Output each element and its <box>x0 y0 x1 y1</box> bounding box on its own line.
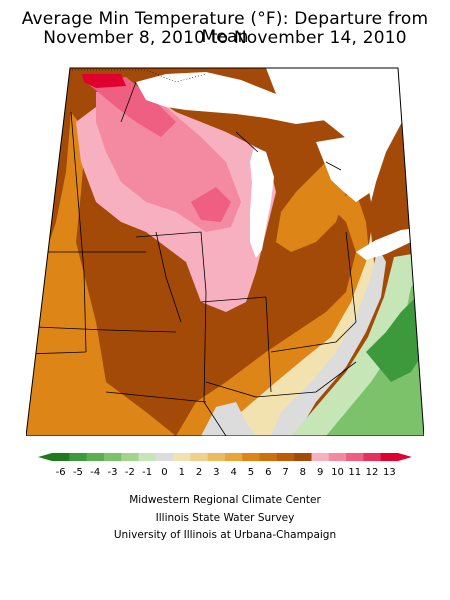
legend-label: -2 <box>125 467 135 478</box>
legend-swatch <box>121 453 139 461</box>
legend-swatch <box>276 453 295 461</box>
legend-swatch <box>69 453 87 461</box>
temperature-departure-map <box>26 67 424 436</box>
legend-label: -3 <box>108 467 118 478</box>
legend-swatch <box>259 453 278 461</box>
credit-line2: Illinois State Water Survey <box>155 512 295 524</box>
region-orange-west <box>26 112 176 436</box>
legend-label: 0 <box>161 467 167 478</box>
legend-label: 4 <box>230 467 236 478</box>
legend-swatch <box>328 453 347 461</box>
legend-swatch <box>155 453 174 461</box>
legend-swatch <box>363 453 382 461</box>
legend-swatch <box>86 453 105 461</box>
legend-swatch <box>52 453 70 461</box>
legend-swatch <box>138 453 157 461</box>
legend-swatch <box>207 453 226 461</box>
legend-swatch <box>190 453 209 461</box>
lake-michigan <box>250 147 274 258</box>
legend-arrow-left <box>38 453 52 461</box>
legend-label: 2 <box>196 467 202 478</box>
legend-label: -4 <box>90 467 100 478</box>
lake-erie <box>356 228 416 260</box>
map-title-line2: November 8, 2010 to November 14, 2010 <box>43 28 407 48</box>
map-title-line1: Average Min Temperature (°F): Departure … <box>21 9 429 47</box>
credit-line1: Midwestern Regional Climate Center <box>129 494 321 506</box>
legend-swatch <box>380 453 399 461</box>
legend-label: 3 <box>213 467 219 478</box>
map-frame <box>26 67 424 436</box>
legend-label: -1 <box>142 467 152 478</box>
credit-line3: University of Illinois at Urbana-Champai… <box>113 529 337 541</box>
region-hot-red <box>82 74 126 88</box>
legend-swatch <box>103 453 122 461</box>
color-legend: -6 -5 -4 -3 -2 -1 0 1 2 3 4 5 6 7 8 9 10 11 12 13 <box>38 453 412 478</box>
legend-label: 1 <box>179 467 185 478</box>
legend-label: 8 <box>300 467 306 478</box>
lake-superior <box>136 72 326 124</box>
legend-label: 11 <box>348 467 361 478</box>
legend-label: 6 <box>265 467 271 478</box>
canada-border <box>66 69 207 83</box>
legend-swatch <box>346 453 364 461</box>
legend-label: 12 <box>366 467 379 478</box>
legend-label: -6 <box>56 467 66 478</box>
legend-arrow-right <box>398 453 412 461</box>
legend-label: 7 <box>282 467 288 478</box>
legend-swatch <box>225 453 243 461</box>
legend-label: 10 <box>331 467 344 478</box>
legend-swatch <box>294 453 312 461</box>
region-orange-michigan <box>276 162 346 252</box>
legend-label: 5 <box>248 467 254 478</box>
legend-swatch <box>311 453 330 461</box>
legend-label: 9 <box>317 467 323 478</box>
region-pink-dark <box>86 77 231 222</box>
region-green-mid <box>326 277 424 436</box>
region-gray <box>201 247 386 436</box>
region-green-dark <box>366 297 424 382</box>
legend-swatch <box>242 453 260 461</box>
legend-swatch <box>173 453 191 461</box>
canada-land <box>266 68 402 202</box>
legend-label: 13 <box>383 467 396 478</box>
legend-label: -5 <box>73 467 83 478</box>
